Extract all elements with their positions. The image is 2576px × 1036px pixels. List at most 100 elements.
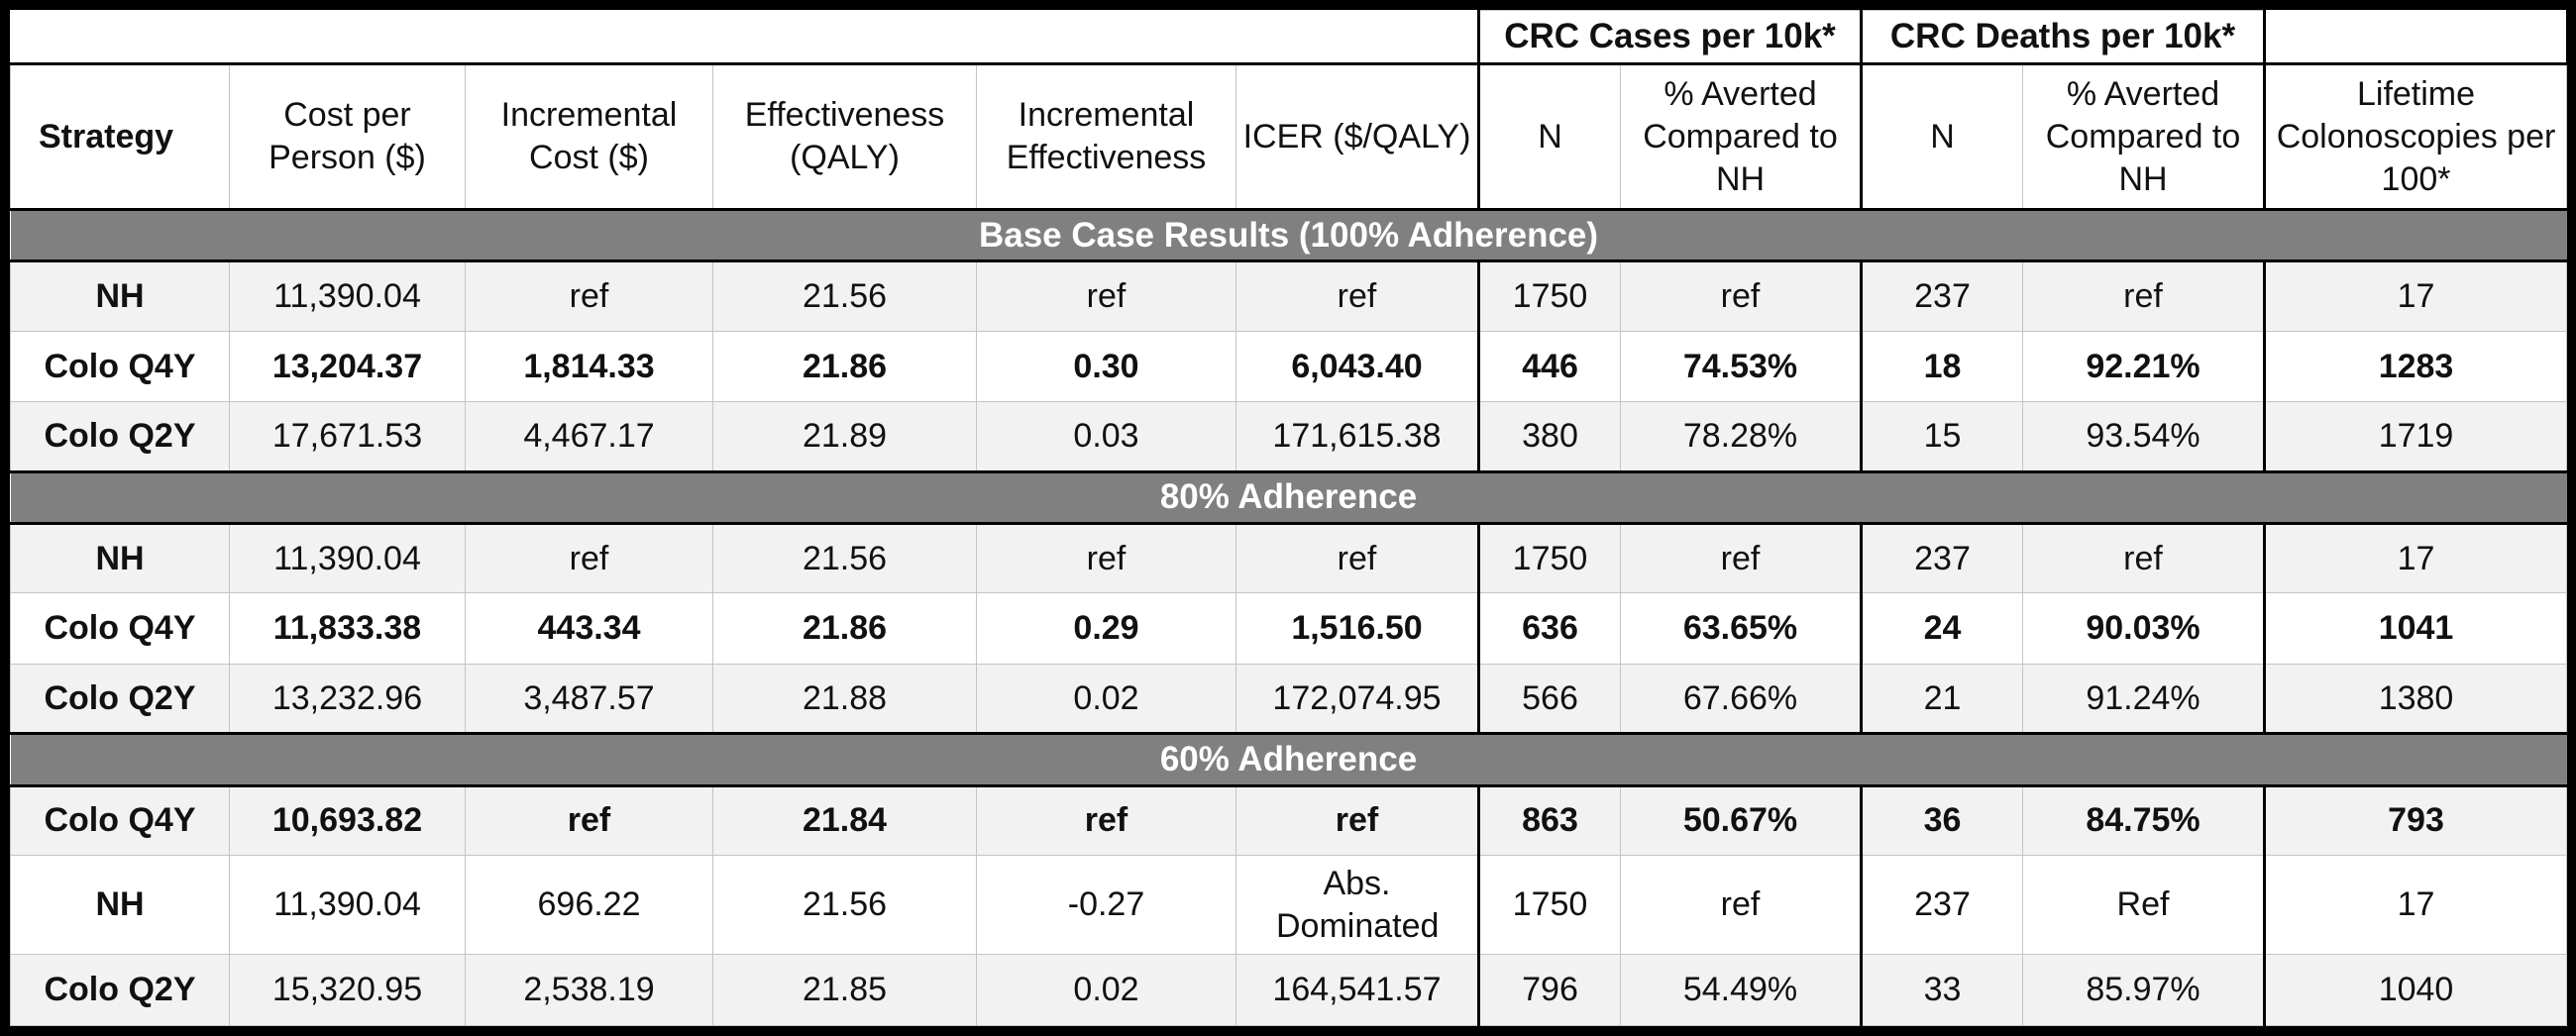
cell-cases-n: 446 [1477,330,1621,403]
col-header-cost: Cost per Person ($) [229,63,466,212]
cell-cases-averted: 78.28% [1620,401,1862,472]
cell-deaths-n: 237 [1860,260,2023,332]
col-header-cases-n: N [1477,63,1621,212]
cell-cases-n: 380 [1477,401,1621,472]
cell-cases-n: 1750 [1477,260,1621,332]
cell-cases-n: 566 [1477,663,1621,735]
cell-cost: 11,390.04 [229,260,466,332]
cell-effectiveness: 21.56 [712,260,977,332]
cell-icer: 6,043.40 [1235,330,1479,403]
cell-incremental-effectiveness: ref [976,522,1236,594]
cell-icer: 1,516.50 [1235,592,1479,665]
section-title: 60% Adherence [10,732,2567,787]
cell-icer: 171,615.38 [1235,401,1479,472]
col-header-incremental-effectiveness: Incremental Effectiveness [976,63,1236,212]
group-header-deaths: CRC Deaths per 10k* [1859,9,2266,66]
cell-cost: 11,390.04 [229,522,466,594]
cell-cases-averted: ref [1620,854,1862,956]
group-header-blank [10,10,1479,66]
col-header-incremental-cost: Incremental Cost ($) [465,63,713,212]
group-header-row: CRC Cases per 10k* CRC Deaths per 10k* [10,9,2567,66]
cell-cases-averted: ref [1620,260,1862,332]
cell-deaths-n: 36 [1860,784,2023,856]
section-header: Base Case Results (100% Adherence) [10,208,2567,263]
cell-colonoscopies: 793 [2263,784,2568,856]
cell-cases-averted: 50.67% [1620,784,1862,856]
cell-strategy: NH [10,260,230,332]
cell-deaths-averted: 91.24% [2021,663,2266,735]
cell-deaths-averted: ref [2021,522,2266,594]
cell-colonoscopies: 1283 [2263,330,2568,403]
cell-cost: 11,390.04 [229,854,466,956]
cell-icer: ref [1235,260,1479,332]
cell-strategy: Colo Q4Y [10,784,230,856]
cell-effectiveness: 21.85 [712,954,977,1026]
cell-deaths-n: 237 [1860,522,2023,594]
section-title: Base Case Results (100% Adherence) [10,208,2567,263]
cell-cases-averted: 67.66% [1620,663,1862,735]
cell-colonoscopies: 17 [2263,522,2568,594]
cell-cases-averted: ref [1620,522,1862,594]
table-row: NH 11,390.04 ref 21.56 ref ref 1750 ref … [10,522,2568,594]
cell-strategy: Colo Q2Y [10,663,230,735]
table-row: NH 11,390.04 ref 21.56 ref ref 1750 ref … [10,260,2568,332]
cell-effectiveness: 21.86 [712,330,977,403]
col-header-icer: ICER ($/QALY) [1235,63,1479,212]
cell-deaths-n: 24 [1860,592,2023,665]
cell-incremental-cost: 443.34 [465,592,713,665]
cell-strategy: Colo Q4Y [10,330,230,403]
cell-incremental-cost: ref [465,784,713,856]
cell-deaths-averted: 92.21% [2021,330,2266,403]
cell-colonoscopies: 17 [2263,260,2568,332]
group-header-blank-right [2263,10,2567,66]
cell-incremental-cost: 3,487.57 [465,663,713,735]
col-header-colonoscopies: Lifetime Colonoscopies per 100* [2263,63,2568,212]
table-row: NH 11,390.04 696.22 21.56 -0.27 Abs. Dom… [10,854,2568,956]
cell-cost: 15,320.95 [229,954,466,1026]
cell-cost: 13,232.96 [229,663,466,735]
cell-deaths-n: 18 [1860,330,2023,403]
cell-icer: Abs. Dominated [1235,854,1479,956]
table-row: Colo Q2Y 13,232.96 3,487.57 21.88 0.02 1… [10,663,2568,735]
cell-cases-n: 863 [1477,784,1621,856]
cell-deaths-averted: ref [2021,260,2266,332]
section-header: 60% Adherence [10,732,2567,787]
table-row: Colo Q4Y 13,204.37 1,814.33 21.86 0.30 6… [10,330,2568,403]
cell-cost: 13,204.37 [229,330,466,403]
cell-effectiveness: 21.86 [712,592,977,665]
results-table: CRC Cases per 10k* CRC Deaths per 10k* S… [10,9,2568,1026]
cell-cases-averted: 74.53% [1620,330,1862,403]
cell-colonoscopies: 1041 [2263,592,2568,665]
cell-incremental-effectiveness: 0.02 [976,663,1236,735]
cell-cases-averted: 63.65% [1620,592,1862,665]
cell-incremental-effectiveness: 0.03 [976,401,1236,472]
cell-icer: ref [1235,522,1479,594]
col-header-strategy: Strategy [10,63,230,212]
table-row: Colo Q2Y 17,671.53 4,467.17 21.89 0.03 1… [10,401,2568,472]
cell-incremental-cost: ref [465,260,713,332]
cell-cases-n: 636 [1477,592,1621,665]
cell-effectiveness: 21.89 [712,401,977,472]
cell-incremental-cost: 1,814.33 [465,330,713,403]
table-row: Colo Q4Y 10,693.82 ref 21.84 ref ref 863… [10,784,2568,856]
col-header-deaths-n: N [1860,63,2023,212]
cell-cost: 10,693.82 [229,784,466,856]
col-header-deaths-averted: % Averted Compared to NH [2021,63,2266,212]
cell-colonoscopies: 1719 [2263,401,2568,472]
cell-deaths-n: 237 [1860,854,2023,956]
cell-effectiveness: 21.88 [712,663,977,735]
cell-deaths-averted: Ref [2021,854,2266,956]
cell-icer: ref [1235,784,1479,856]
cell-deaths-averted: 85.97% [2021,954,2266,1026]
cell-colonoscopies: 1380 [2263,663,2568,735]
cell-strategy: Colo Q4Y [10,592,230,665]
cell-incremental-effectiveness: ref [976,260,1236,332]
cell-incremental-effectiveness: ref [976,784,1236,856]
cell-cases-n: 1750 [1477,522,1621,594]
column-header-row: Strategy Cost per Person ($) Incremental… [10,63,2568,212]
cell-deaths-averted: 90.03% [2021,592,2266,665]
table-row: Colo Q4Y 11,833.38 443.34 21.86 0.29 1,5… [10,592,2568,665]
cell-effectiveness: 21.56 [712,522,977,594]
cell-icer: 172,074.95 [1235,663,1479,735]
cell-incremental-cost: 4,467.17 [465,401,713,472]
